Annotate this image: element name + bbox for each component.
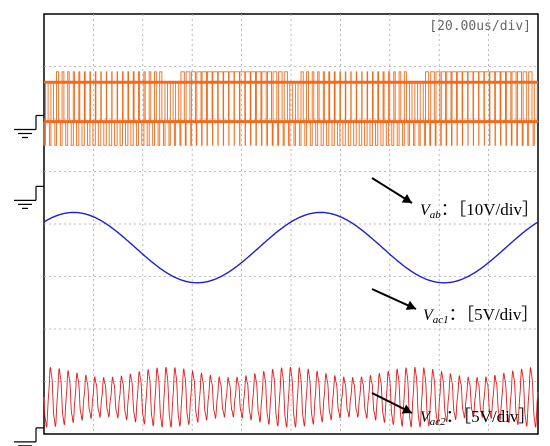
series-label-text: Vab：［10V/div］ [420, 200, 539, 221]
arrow-head-icon [401, 404, 412, 414]
ground-icon [14, 114, 44, 139]
series-label-text: Vac1：［5V/div］ [423, 305, 538, 326]
series-symbol: V [423, 307, 435, 324]
trace-vac2 [43, 366, 539, 428]
ground-icon [14, 427, 44, 446]
series-subscript: ac2 [430, 416, 446, 428]
series-subscript: ab [430, 209, 442, 221]
arrow-head-icon [401, 193, 412, 203]
ground-icon [14, 185, 44, 209]
ground-markers [14, 114, 44, 446]
timebase-readout: [20.00us/div] [429, 19, 531, 34]
series-label-text: Vac2：［5V/div］ [420, 407, 535, 428]
series-symbol: V [420, 202, 432, 219]
traces [43, 71, 539, 428]
series-subscript: ac1 [433, 314, 449, 326]
series-labels: Vab：［10V/div］Vac1：［5V/div］Vac2：［5V/div］ [371, 177, 539, 428]
series-label-ac1: Vac1：［5V/div］ [371, 288, 538, 326]
arrow-head-icon [405, 300, 416, 310]
trace-vac1 [43, 211, 539, 284]
grid-lines [44, 14, 538, 434]
series-label-ac2: Vac2：［5V/div］ [371, 392, 535, 428]
series-label-ab: Vab：［10V/div］ [371, 177, 539, 221]
series-scale: ：［5V/div］ [449, 305, 539, 324]
series-scale: ：［10V/div］ [441, 200, 539, 219]
series-scale: ：［5V/div］ [446, 407, 536, 426]
series-symbol: V [420, 409, 432, 426]
